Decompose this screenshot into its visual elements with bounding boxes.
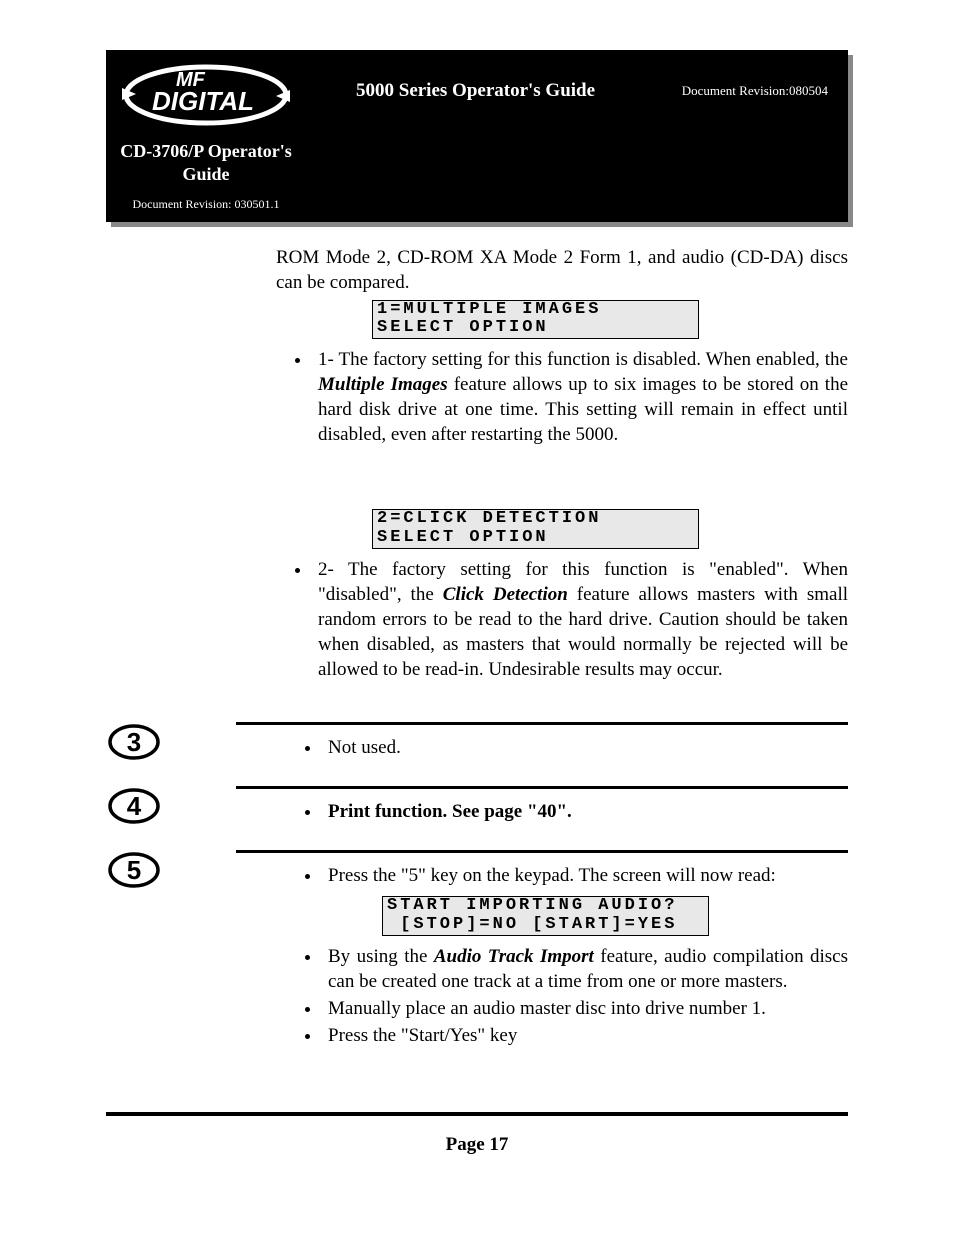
bullet2-feature: Click Detection [443,584,568,605]
lcd-display-1: 1=MULTIPLE IMAGES SELECT OPTION [372,300,699,339]
lcd1-line2: SELECT OPTION [377,318,694,337]
section5-item2: By using the Audio Track Import feature,… [322,944,848,994]
sub-guide-title-line1: CD-3706/P Operator's [116,140,296,163]
lcd-display-3: START IMPORTING AUDIO? [STOP]=NO [START]… [382,896,709,935]
badge-4-num: 4 [127,791,142,821]
badge-3-icon: 3 [106,722,162,762]
badge-5-icon: 5 [106,850,162,890]
section4-bold-text: Print function. See page "40". [328,801,572,822]
section5-item2-prefix: By using the [328,946,434,967]
badge-4-icon: 4 [106,786,162,826]
section-3-rule [236,722,848,725]
section5-item1: Press the "5" key on the keypad. The scr… [322,863,848,888]
section5-item4: Press the "Start/Yes" key [322,1023,848,1048]
lcd2-line2: SELECT OPTION [377,528,694,547]
sub-guide-title-line2: Guide [116,163,296,186]
section4-item: Print function. See page "40". [322,799,848,824]
bullet-multiple-images: 1- The factory setting for this function… [312,347,848,447]
doc-revision-top: Document Revision:080504 [682,83,828,99]
bullet-click-detection: 2- The factory setting for this function… [312,557,848,682]
badge-3-num: 3 [127,727,141,757]
main-guide-title: 5000 Series Operator's Guide [356,80,595,102]
lcd-display-2: 2=CLICK DETECTION SELECT OPTION [372,509,699,548]
section5-item2-feature: Audio Track Import [434,946,594,967]
lcd3-line1: START IMPORTING AUDIO? [387,896,704,915]
sub-guide-revision: Document Revision: 030501.1 [116,197,296,213]
section-4-rule [236,786,848,789]
lcd1-line1: 1=MULTIPLE IMAGES [377,300,694,319]
svg-text:DIGITAL: DIGITAL [152,86,254,116]
bullet1-feature: Multiple Images [318,374,448,395]
badge-5-num: 5 [127,855,141,885]
header-block: MF DIGITAL 5000 Series Operator's Guide … [106,50,848,222]
lcd3-line2: [STOP]=NO [START]=YES [387,915,704,934]
section3-item: Not used. [322,735,848,760]
logo: MF DIGITAL [106,50,306,140]
lcd2-line1: 2=CLICK DETECTION [377,509,694,528]
page-number: Page 17 [106,1134,848,1156]
bullet1-prefix: 1- The factory setting for this function… [318,349,848,370]
footer-rule [106,1112,848,1116]
intro-paragraph: ROM Mode 2, CD-ROM XA Mode 2 Form 1, and… [276,246,848,295]
section5-item3: Manually place an audio master disc into… [322,996,848,1021]
section-5-rule [236,850,848,853]
